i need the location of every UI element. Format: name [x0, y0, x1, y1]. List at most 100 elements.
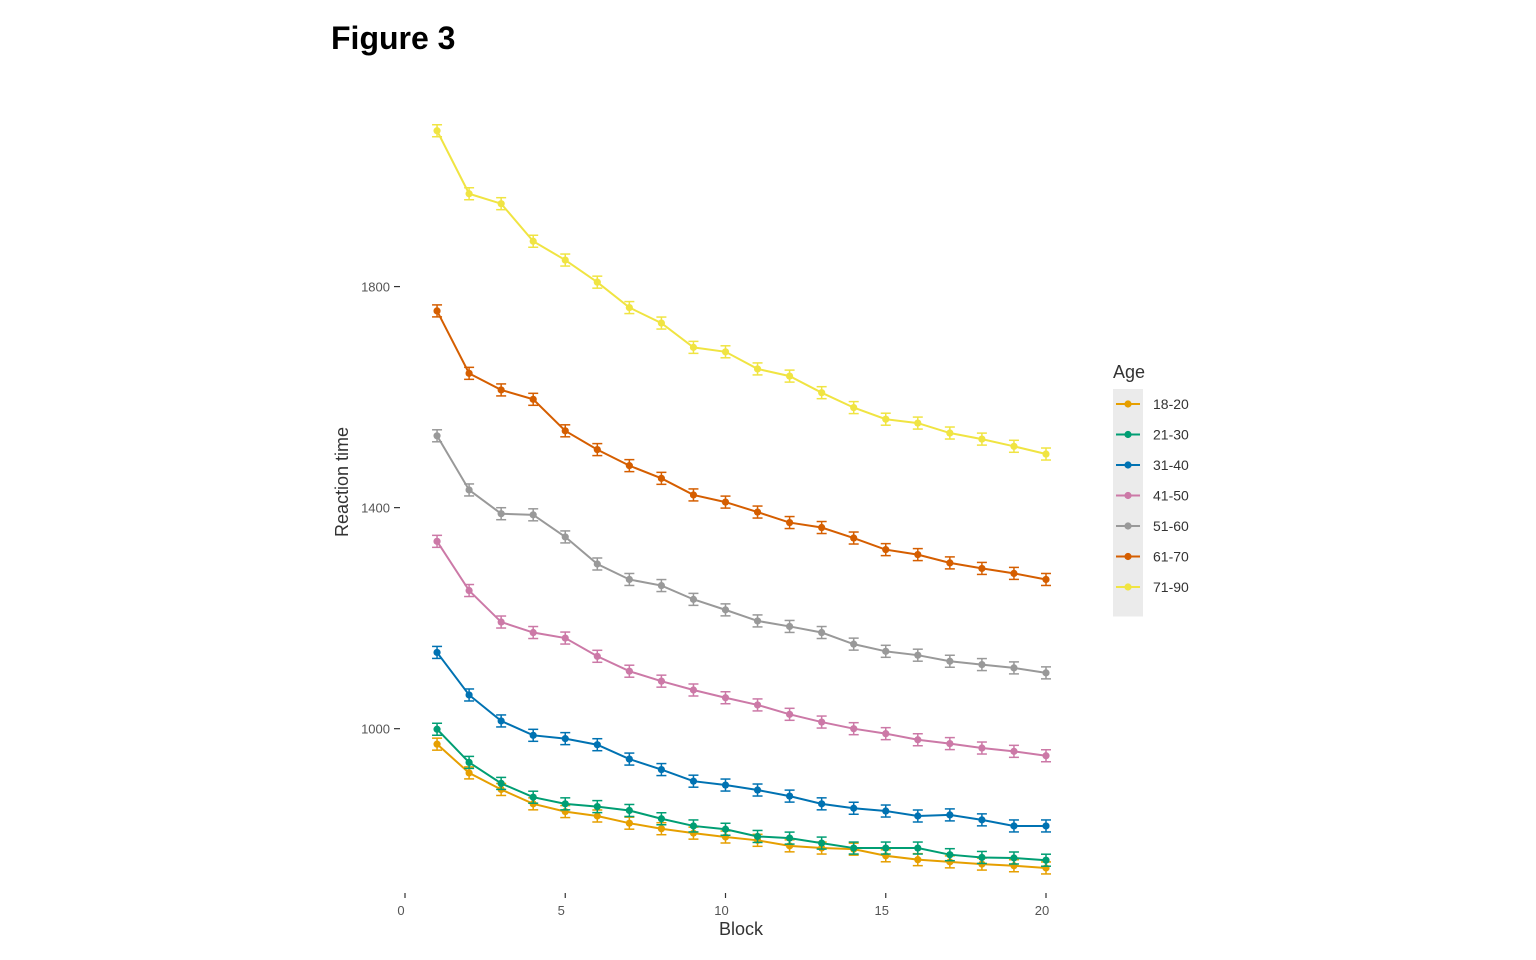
- legend-label: 41-50: [1153, 488, 1189, 504]
- data-point: [465, 369, 473, 377]
- legend: Age 18-20 21-30 31-40 41-50 51-60 61-70 71-90: [1113, 362, 1189, 617]
- data-point: [818, 628, 826, 637]
- legend-label: 51-60: [1153, 518, 1189, 534]
- data-point: [561, 800, 569, 808]
- data-point: [721, 606, 730, 614]
- legend-key-point: [1124, 552, 1132, 561]
- data-point: [1010, 442, 1018, 450]
- data-point: [1042, 856, 1050, 864]
- data-point: [721, 825, 730, 833]
- data-point: [593, 560, 601, 568]
- data-point: [1010, 664, 1018, 672]
- data-point: [465, 190, 473, 198]
- x-tick-label: 20: [1035, 903, 1049, 918]
- data-point: [978, 564, 986, 573]
- y-tick-label: 1800: [361, 280, 390, 295]
- series-line: [436, 130, 1047, 455]
- data-point: [433, 307, 441, 315]
- data-point: [433, 740, 441, 748]
- data-point: [978, 816, 986, 824]
- data-point: [946, 559, 954, 567]
- data-point: [561, 735, 569, 743]
- data-point: [1042, 575, 1050, 584]
- data-point: [593, 741, 601, 749]
- data-point: [465, 758, 473, 766]
- data-point: [1042, 669, 1050, 677]
- data-point: [882, 546, 890, 554]
- data-point: [593, 803, 601, 811]
- legend-label: 31-40: [1153, 457, 1189, 473]
- data-point: [689, 595, 698, 603]
- data-point: [721, 781, 730, 789]
- data-point: [561, 256, 569, 264]
- series-18-20: [432, 737, 1051, 875]
- legend-key-point: [1124, 400, 1132, 408]
- legend-key-point: [1124, 491, 1132, 500]
- data-point: [721, 694, 730, 702]
- data-point: [914, 419, 922, 427]
- data-point: [721, 348, 730, 356]
- data-point: [946, 811, 954, 819]
- data-point: [657, 765, 666, 774]
- data-point: [914, 551, 922, 559]
- data-point: [657, 474, 666, 482]
- data-point: [914, 812, 922, 820]
- data-point: [882, 730, 890, 738]
- data-point: [914, 736, 922, 744]
- data-point: [1010, 822, 1018, 830]
- data-point: [786, 372, 794, 380]
- data-point: [850, 725, 858, 733]
- data-point: [850, 534, 858, 542]
- data-point: [753, 365, 762, 373]
- data-point: [753, 508, 762, 516]
- data-point: [433, 725, 441, 733]
- series-61-70: [432, 304, 1051, 587]
- data-point: [753, 701, 762, 709]
- data-point: [882, 844, 890, 852]
- data-point: [625, 667, 633, 675]
- data-point: [465, 691, 473, 699]
- data-point: [465, 586, 473, 595]
- data-point: [465, 486, 473, 494]
- data-point: [497, 386, 505, 394]
- data-point: [689, 491, 698, 499]
- data-point: [433, 127, 441, 135]
- data-point: [850, 804, 858, 812]
- data-point: [497, 200, 505, 208]
- series-line: [436, 743, 1047, 869]
- data-point: [978, 660, 986, 669]
- axes: 0 5 10 15 20 1000 1400 1800: [361, 280, 1049, 918]
- data-point: [689, 686, 698, 694]
- data-point: [593, 812, 601, 820]
- x-tick-label: 0: [397, 903, 404, 918]
- data-point: [529, 395, 537, 403]
- data-point: [593, 652, 601, 660]
- legend-key-background: [1113, 389, 1143, 617]
- data-point: [497, 717, 505, 725]
- data-point: [1010, 854, 1018, 862]
- series-line: [436, 728, 1047, 862]
- data-point: [433, 432, 441, 440]
- data-point: [433, 537, 441, 545]
- y-tick-label: 1000: [361, 722, 390, 737]
- series-71-90: [432, 123, 1051, 461]
- data-point: [818, 389, 826, 397]
- data-point: [850, 844, 858, 852]
- legend-label: 61-70: [1153, 549, 1189, 565]
- data-point: [689, 343, 698, 351]
- data-point: [529, 237, 537, 245]
- data-point: [657, 677, 666, 685]
- y-axis-label: Reaction time: [332, 427, 352, 537]
- data-point: [914, 844, 922, 852]
- data-point: [529, 511, 537, 519]
- data-point: [529, 731, 537, 739]
- legend-key-point: [1124, 430, 1132, 439]
- data-point: [721, 498, 730, 506]
- data-point: [946, 740, 954, 748]
- data-point: [818, 523, 826, 532]
- data-point: [786, 622, 794, 631]
- y-tick-label: 1400: [361, 501, 390, 516]
- legend-key-point: [1124, 461, 1132, 469]
- data-point: [882, 647, 890, 655]
- data-point: [689, 777, 698, 785]
